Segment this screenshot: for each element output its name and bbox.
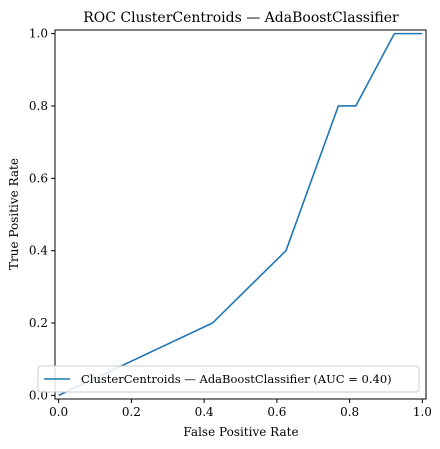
x-tick-label: 0.2 bbox=[122, 405, 141, 419]
x-tick-label: 0.4 bbox=[195, 405, 214, 419]
y-tick-label: 1.0 bbox=[29, 27, 48, 41]
x-tick-label: 1.0 bbox=[413, 405, 432, 419]
x-tick-label: 0.8 bbox=[340, 405, 359, 419]
x-tick-label: 0.6 bbox=[267, 405, 286, 419]
y-tick-label: 0.8 bbox=[29, 99, 48, 113]
plot-area: 0.0 0.2 0.4 0.6 0.8 1.00.00.20.40.60.81.0Clus… bbox=[29, 27, 432, 419]
x-tick-label: 0.0 bbox=[49, 405, 68, 419]
y-axis-label: True Positive Rate bbox=[7, 158, 21, 270]
legend: ClusterCentroids — AdaBoostClassifier (A… bbox=[38, 366, 419, 392]
y-tick-label: 0.4 bbox=[29, 244, 48, 258]
plot-frame bbox=[55, 30, 426, 399]
chart-title: ROC ClusterCentroids — AdaBoostClassifie… bbox=[83, 10, 399, 26]
legend-label: ClusterCentroids — AdaBoostClassifier (A… bbox=[81, 372, 392, 386]
x-axis-label: False Positive Rate bbox=[183, 425, 298, 439]
y-tick-label: 0.6 bbox=[29, 171, 48, 185]
roc-curve-line bbox=[59, 34, 423, 396]
y-tick-label: 0.2 bbox=[29, 316, 48, 330]
